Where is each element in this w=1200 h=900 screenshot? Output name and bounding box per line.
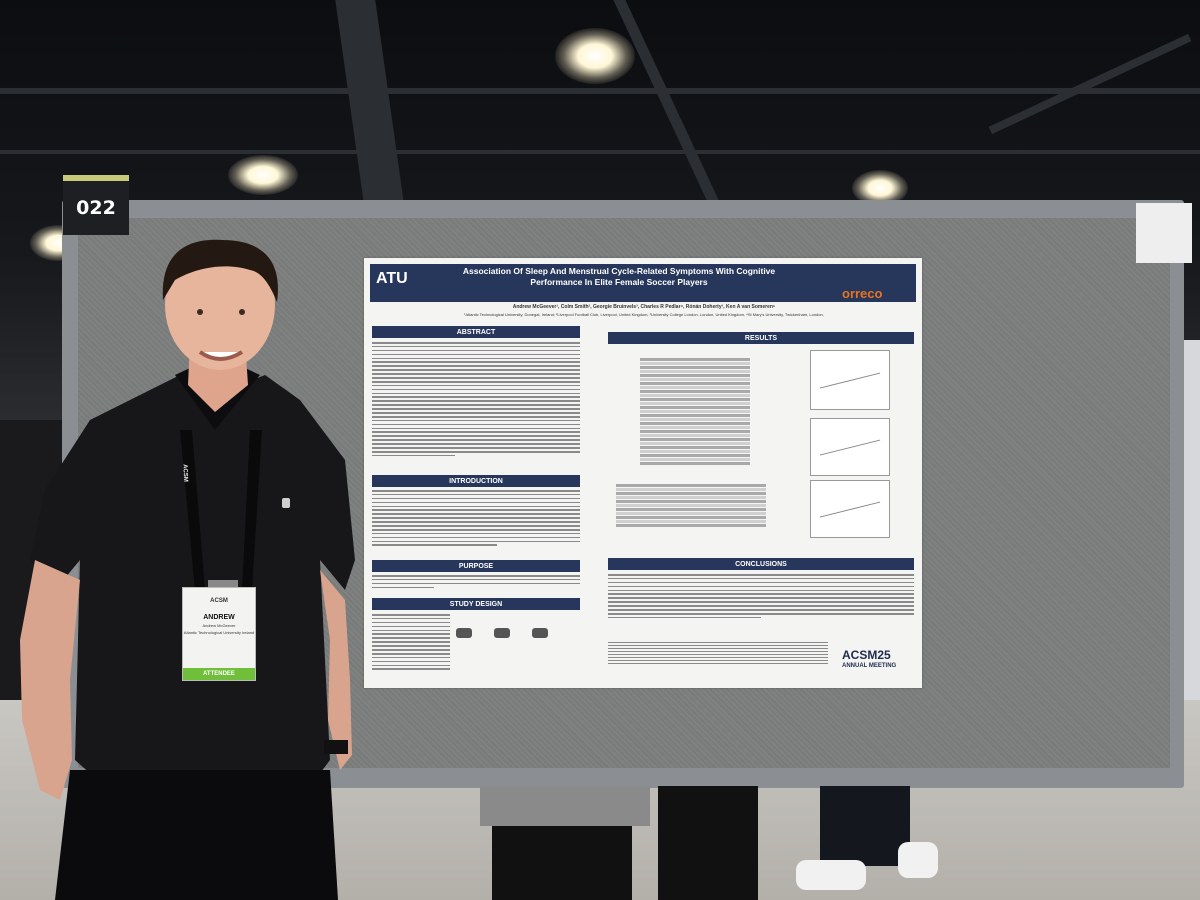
- references-text: [608, 642, 828, 678]
- background-person: [480, 786, 650, 826]
- poster-title: Association Of Sleep And Menstrual Cycle…: [462, 266, 776, 287]
- purpose-text: [372, 575, 580, 595]
- study-design-text: [372, 614, 450, 680]
- ceiling-beam: [988, 33, 1192, 135]
- lanyard-label: ACSM: [181, 464, 189, 482]
- badge-full-name: Andrew McGeever: [202, 623, 236, 628]
- ceiling-beam: [335, 0, 405, 210]
- badge-org: ACSM: [210, 598, 228, 604]
- lanyard-text: ACSM: [182, 464, 189, 482]
- background-person-shoe: [898, 842, 938, 878]
- results-figure-c: [810, 480, 890, 538]
- section-abstract: ABSTRACT: [372, 326, 580, 338]
- background-person: [658, 786, 758, 900]
- meeting-logo: ACSM25 ANNUAL MEETING: [842, 648, 897, 672]
- section-purpose: PURPOSE: [372, 560, 580, 572]
- ceiling-light: [555, 28, 635, 84]
- poster-affiliations: ¹Atlantic Technological University, Done…: [464, 312, 824, 317]
- conclusions-text: [608, 574, 914, 634]
- results-table-2: [616, 484, 766, 532]
- badge-role: ATTENDEE: [183, 668, 255, 680]
- ceiling-light: [228, 155, 298, 195]
- section-study-design: STUDY DESIGN: [372, 598, 580, 610]
- hall-wall: [1180, 340, 1200, 760]
- section-introduction: INTRODUCTION: [372, 475, 580, 487]
- booth-number: 022: [76, 197, 116, 219]
- board-tag: [1136, 203, 1192, 263]
- meeting-logo-text: ACSM25: [842, 648, 891, 662]
- results-figure-a: [810, 350, 890, 410]
- sleep-icon: [456, 628, 472, 638]
- ceiling-beam: [613, 0, 719, 200]
- poster-authors: Andrew McGeever¹, Colm Smith², Georgie B…: [512, 304, 776, 310]
- study-design-icons: [456, 628, 548, 638]
- results-figure-b: [810, 418, 890, 476]
- background-person-shoe: [796, 860, 866, 890]
- institution-logo: ATU: [376, 270, 408, 287]
- shirt-logo-icon: [282, 498, 290, 508]
- cognitive-performance-icon: [532, 628, 548, 638]
- badge-name: ANDREW: [203, 614, 235, 621]
- badge-affiliation: Atlantic Technological University Irelan…: [183, 630, 255, 635]
- research-poster: ATU Association Of Sleep And Menstrual C…: [364, 258, 922, 688]
- background-person: [492, 826, 632, 900]
- sponsor-logo: orreco: [842, 286, 883, 301]
- section-results: RESULTS: [608, 332, 914, 344]
- meeting-name: ANNUAL MEETING: [842, 663, 897, 669]
- background-person: [820, 786, 910, 866]
- ceiling-beam: [0, 150, 1200, 154]
- ceiling-beam: [0, 88, 1200, 94]
- booth-number-sign: 022: [63, 175, 129, 235]
- introduction-text: [372, 490, 580, 554]
- abstract-text: [372, 342, 580, 470]
- poster-header: [370, 264, 916, 302]
- name-badge: ACSM ANDREW Andrew McGeever Atlantic Tec…: [182, 587, 256, 681]
- results-table-1: [640, 358, 750, 470]
- section-conclusions: CONCLUSIONS: [608, 558, 914, 570]
- menstrual-cycle-icon: [494, 628, 510, 638]
